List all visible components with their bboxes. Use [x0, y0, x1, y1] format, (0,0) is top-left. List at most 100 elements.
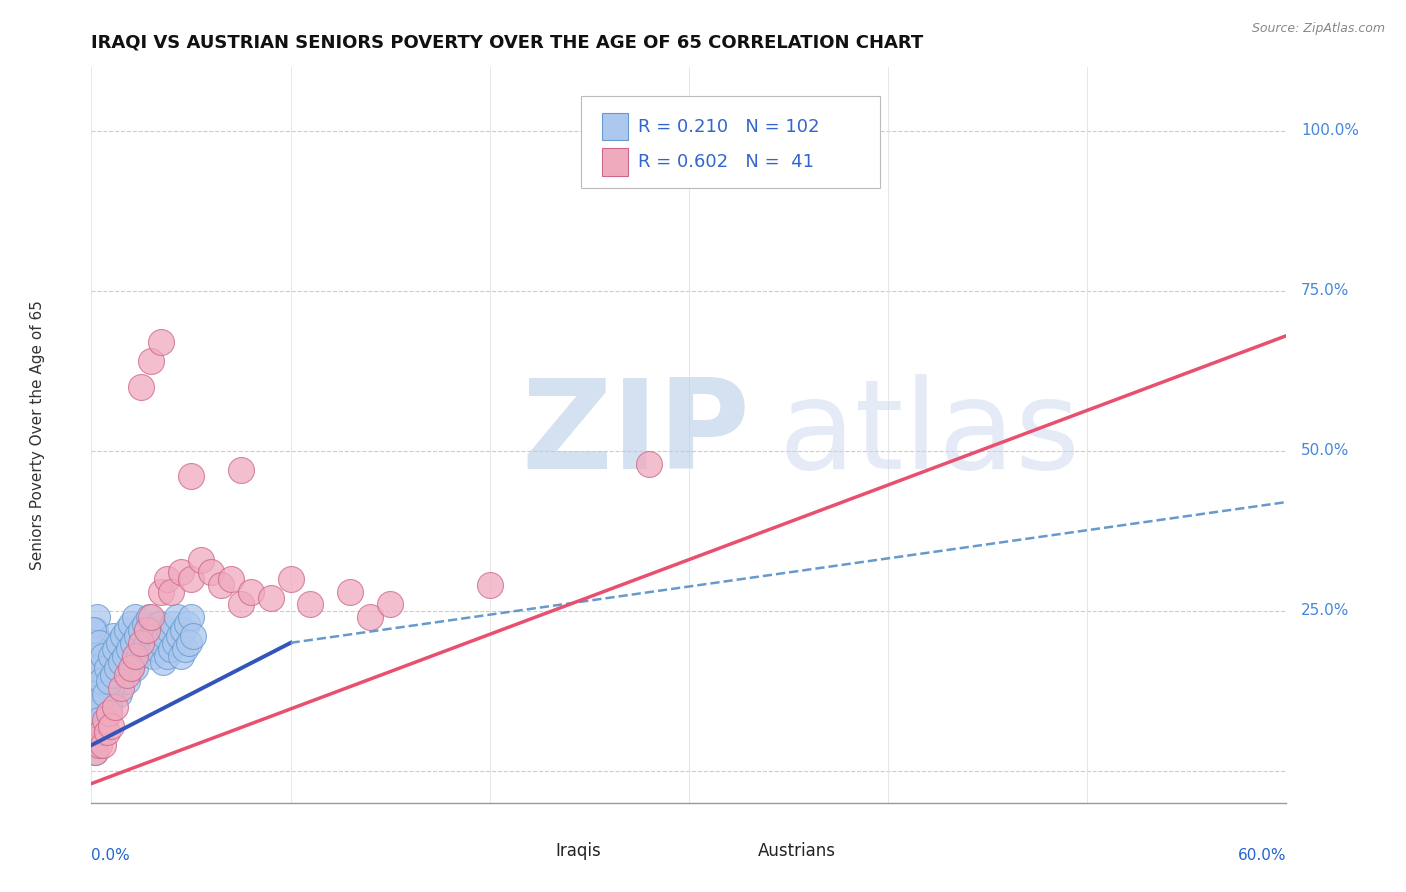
Text: R = 0.602   N =  41: R = 0.602 N = 41 [637, 153, 814, 171]
Point [181, 629, 204, 643]
Point [120, 661, 142, 675]
Point [98, 648, 121, 663]
Point [93, 636, 115, 650]
Point [90, 674, 112, 689]
Point [115, 674, 138, 689]
Point [84, 623, 107, 637]
FancyBboxPatch shape [602, 148, 628, 176]
Point [89, 681, 111, 695]
Point [82, 738, 104, 752]
Point [129, 380, 152, 394]
Point [90, 706, 112, 721]
Point [160, 584, 183, 599]
Point [90, 655, 112, 669]
Point [103, 668, 125, 682]
Point [190, 552, 212, 566]
Point [124, 648, 146, 663]
Point [86, 731, 108, 746]
Point [82, 713, 104, 727]
Point [129, 623, 152, 637]
Point [177, 636, 200, 650]
Point [148, 616, 170, 631]
Point [94, 713, 117, 727]
Point [167, 629, 190, 643]
Text: 75.0%: 75.0% [1301, 284, 1350, 298]
Point [89, 738, 111, 752]
Point [141, 610, 162, 624]
Point [86, 693, 108, 707]
Text: Seniors Poverty Over the Age of 65: Seniors Poverty Over the Age of 65 [30, 300, 45, 570]
Point [82, 699, 104, 714]
Point [82, 674, 104, 689]
Point [115, 623, 138, 637]
Point [170, 566, 193, 580]
Point [86, 661, 108, 675]
Point [143, 623, 166, 637]
Point [378, 598, 402, 612]
Point [118, 642, 141, 657]
Point [170, 648, 193, 663]
Point [108, 687, 131, 701]
Point [93, 648, 115, 663]
Point [239, 584, 262, 599]
Point [82, 623, 104, 637]
Point [172, 623, 194, 637]
Point [104, 642, 127, 657]
Point [156, 648, 179, 663]
Point [105, 661, 128, 675]
Point [104, 699, 127, 714]
Text: Iraqis: Iraqis [555, 842, 600, 860]
Point [118, 636, 141, 650]
Point [138, 610, 160, 624]
Point [103, 629, 125, 643]
FancyBboxPatch shape [725, 839, 748, 862]
FancyBboxPatch shape [582, 96, 880, 188]
Point [104, 681, 127, 695]
Point [114, 648, 136, 663]
Point [638, 457, 661, 471]
Point [86, 681, 108, 695]
Point [82, 725, 104, 739]
Point [84, 642, 107, 657]
Point [128, 648, 150, 663]
Point [112, 629, 135, 643]
Point [82, 655, 104, 669]
Point [150, 334, 173, 349]
Point [141, 354, 162, 368]
Point [82, 668, 104, 682]
Point [122, 648, 145, 663]
Point [127, 629, 149, 643]
Point [89, 693, 111, 707]
Point [156, 572, 179, 586]
Text: 25.0%: 25.0% [1301, 603, 1350, 618]
Point [98, 699, 121, 714]
Point [209, 578, 232, 592]
Point [166, 610, 188, 624]
Text: IRAQI VS AUSTRIAN SENIORS POVERTY OVER THE AGE OF 65 CORRELATION CHART: IRAQI VS AUSTRIAN SENIORS POVERTY OVER T… [91, 34, 924, 52]
Point [153, 629, 176, 643]
Point [84, 719, 107, 733]
Text: atlas: atlas [779, 375, 1081, 495]
Point [115, 668, 138, 682]
Point [86, 610, 108, 624]
Point [86, 719, 108, 733]
Point [299, 598, 322, 612]
Point [90, 681, 112, 695]
Point [163, 636, 186, 650]
Point [112, 668, 135, 682]
FancyBboxPatch shape [602, 112, 628, 140]
Point [150, 584, 173, 599]
Point [136, 636, 159, 650]
Point [98, 706, 121, 721]
Point [180, 469, 202, 483]
Point [176, 616, 198, 631]
Point [100, 719, 122, 733]
Point [105, 642, 128, 657]
Point [96, 725, 118, 739]
Point [93, 738, 115, 752]
Point [174, 642, 197, 657]
Point [124, 610, 146, 624]
Point [180, 572, 202, 586]
Point [110, 681, 132, 695]
Point [96, 655, 118, 669]
